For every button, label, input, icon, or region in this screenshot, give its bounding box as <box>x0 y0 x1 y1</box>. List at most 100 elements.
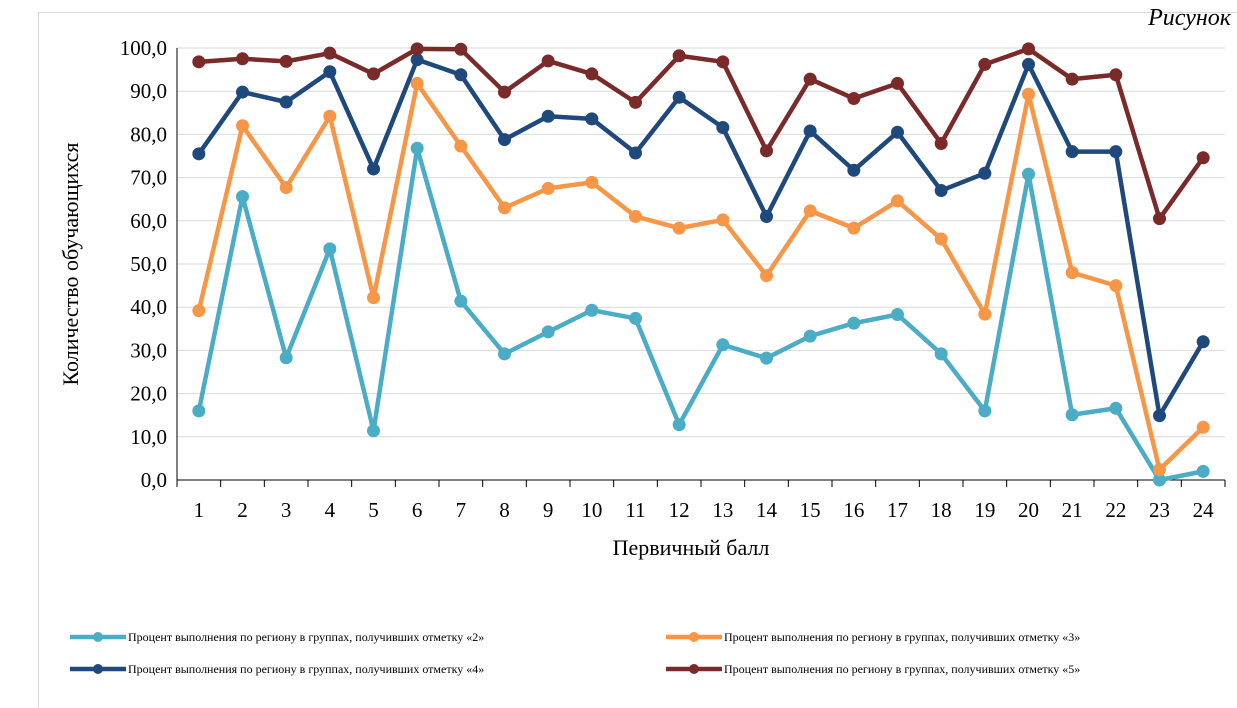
data-point <box>454 68 468 82</box>
gridlines <box>177 47 1225 438</box>
series-line <box>196 145 1206 483</box>
data-point <box>498 85 511 99</box>
data-point <box>629 209 642 223</box>
y-tick-label: 70,0 <box>130 166 167 190</box>
data-point <box>1022 167 1035 181</box>
data-point <box>1109 401 1123 415</box>
data-point <box>323 65 337 79</box>
data-point <box>978 166 992 180</box>
data-point <box>192 304 206 318</box>
data-point <box>847 163 861 177</box>
figure-caption: Рисунок <box>1148 5 1231 31</box>
data-point <box>978 404 992 418</box>
data-point <box>760 351 773 365</box>
y-tick-label: 100,0 <box>120 36 167 60</box>
data-point <box>1153 212 1166 226</box>
legend-marker <box>689 632 699 642</box>
data-point <box>541 109 555 123</box>
data-point <box>410 141 424 155</box>
data-point <box>978 57 992 71</box>
data-point <box>279 54 293 68</box>
data-point <box>236 52 249 66</box>
data-point <box>279 95 293 109</box>
x-tick-label: 1 <box>194 498 205 522</box>
data-point <box>1109 279 1123 293</box>
x-tick-label: 13 <box>712 498 733 522</box>
data-point <box>1196 420 1210 434</box>
y-tick-label: 40,0 <box>130 295 167 319</box>
y-tick-label: 60,0 <box>130 209 167 233</box>
x-tick-label: 3 <box>281 498 292 522</box>
data-point <box>716 213 730 227</box>
x-tick-label: 5 <box>368 498 379 522</box>
data-point <box>1196 335 1210 349</box>
x-tick-label: 7 <box>456 498 467 522</box>
data-point <box>934 136 948 150</box>
x-tick-label: 24 <box>1193 498 1215 522</box>
data-point <box>1065 145 1079 159</box>
data-point <box>629 311 642 325</box>
data-point <box>847 221 861 235</box>
y-tick-labels: 0,0 10,0 20,0 30,0 40,0 50,0 60,0 70,0 80,0 90,0 1… <box>120 36 167 492</box>
axes <box>176 48 1226 487</box>
data-point <box>1065 408 1079 422</box>
chart-frame: Рисунок <box>38 5 1237 708</box>
data-point <box>1065 266 1079 280</box>
data-point <box>410 53 424 67</box>
legend-label: Процент выполнения по региону в группах,… <box>724 630 1080 644</box>
series-lines <box>192 42 1210 487</box>
data-point <box>1022 87 1035 101</box>
data-point <box>498 347 511 361</box>
x-axis-title: Первичный балл <box>613 535 770 560</box>
data-point <box>934 184 948 198</box>
data-point <box>672 90 686 104</box>
y-tick-label: 0,0 <box>141 468 167 492</box>
x-tick-label: 6 <box>412 498 423 522</box>
data-point <box>541 181 555 195</box>
data-point <box>672 221 686 235</box>
data-point <box>803 204 817 218</box>
y-tick-label: 50,0 <box>130 252 167 276</box>
x-tick-label: 19 <box>974 498 995 522</box>
data-point <box>716 338 730 352</box>
data-point <box>279 351 293 365</box>
data-point <box>934 347 948 361</box>
data-point <box>541 54 555 68</box>
data-point <box>585 67 599 81</box>
x-tick-label: 23 <box>1149 498 1170 522</box>
data-point <box>629 95 642 109</box>
data-point <box>847 92 861 106</box>
x-tick-label: 17 <box>887 498 908 522</box>
x-tick-label: 14 <box>756 498 778 522</box>
data-point <box>891 194 904 208</box>
legend-label: Процент выполнения по региону в группах,… <box>128 630 484 644</box>
data-point <box>847 316 861 330</box>
data-point <box>236 190 249 204</box>
x-tick-label: 4 <box>325 498 336 522</box>
data-point <box>498 201 511 215</box>
data-point <box>1109 145 1123 159</box>
data-point <box>891 308 904 322</box>
legend-entry-4: Процент выполнения по региону в группах,… <box>666 662 1080 676</box>
data-point <box>1153 473 1166 487</box>
data-point <box>367 162 380 176</box>
data-point <box>367 291 380 305</box>
legend-entry-2: Процент выполнения по региону в группах,… <box>666 630 1080 644</box>
x-tick-label: 2 <box>237 498 248 522</box>
series-2 <box>192 76 1210 477</box>
data-point <box>454 42 468 56</box>
legend-marker <box>93 632 103 642</box>
data-point <box>585 112 599 126</box>
data-point <box>716 55 730 69</box>
data-point <box>760 209 773 223</box>
legend-label: Процент выполнения по региону в группах,… <box>724 662 1080 676</box>
data-point <box>716 120 730 134</box>
data-point <box>454 139 468 153</box>
x-tick-label: 18 <box>931 498 952 522</box>
x-tick-label: 9 <box>543 498 554 522</box>
data-point <box>891 125 904 139</box>
data-point <box>236 119 249 133</box>
data-point <box>192 55 206 69</box>
data-point <box>1153 409 1166 423</box>
y-tick-label: 80,0 <box>130 122 167 146</box>
